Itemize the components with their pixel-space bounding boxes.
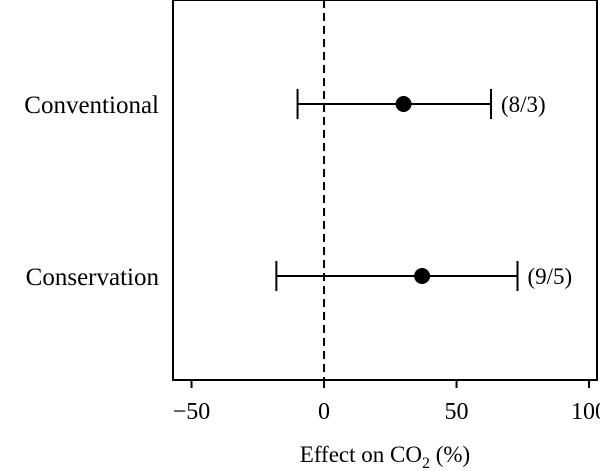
x-tick-label: 0 <box>318 399 330 425</box>
sample-count-label: (8/3) <box>501 92 546 117</box>
category-label: Conventional <box>24 92 159 119</box>
x-tick-label: 50 <box>445 399 469 425</box>
point-estimate <box>414 268 431 284</box>
plot-frame <box>172 0 598 381</box>
category-label: Conservation <box>26 264 160 291</box>
x-tick-label: −50 <box>173 399 211 425</box>
x-axis-title: Effect on CO2 (%) <box>300 442 470 471</box>
sample-count-label: (9/5) <box>528 264 573 289</box>
x-tick-label: 100 <box>571 399 600 425</box>
chart-marks: −50 0 50 100 (8/3) Conventional (9/5) Conservat… <box>24 0 600 425</box>
point-estimate <box>395 96 412 112</box>
